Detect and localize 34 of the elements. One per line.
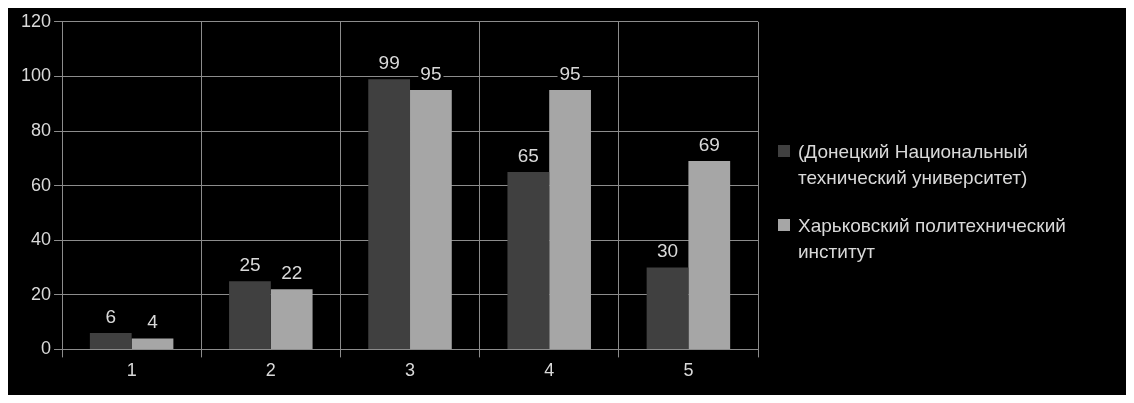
bar — [131, 338, 174, 349]
bar — [368, 79, 411, 349]
bar — [646, 267, 689, 349]
data-label: 95 — [559, 62, 581, 84]
y-tick-label: 100 — [20, 65, 52, 86]
bar — [410, 90, 452, 349]
data-label: 22 — [281, 262, 303, 284]
y-tick-label: 120 — [20, 10, 52, 31]
bar — [549, 90, 591, 349]
legend-label: (Донецкий Национальный технический университет) — [798, 139, 1029, 190]
y-tick-label: 60 — [31, 174, 52, 195]
data-label: 4 — [147, 311, 159, 333]
data-label: 25 — [239, 253, 261, 275]
data-label: 65 — [517, 144, 539, 166]
y-tick-label: 80 — [31, 119, 52, 140]
x-tick-label: 5 — [683, 360, 694, 381]
y-tick-label: 40 — [31, 229, 52, 250]
data-label: 69 — [698, 133, 720, 155]
bar — [270, 289, 313, 349]
bar — [89, 333, 132, 349]
y-tick-label: 0 — [41, 338, 52, 359]
x-tick-label: 4 — [544, 360, 555, 381]
data-label: 6 — [105, 305, 117, 327]
y-tick-label: 20 — [31, 283, 52, 304]
x-tick-label: 3 — [405, 360, 416, 381]
data-label: 95 — [420, 62, 442, 84]
bar — [688, 161, 731, 349]
data-label: 99 — [378, 51, 400, 73]
x-tick-label: 1 — [126, 360, 137, 381]
data-label: 30 — [656, 240, 679, 262]
x-tick-label: 2 — [265, 360, 276, 381]
legend-label: Харьковский политехнический институт — [798, 213, 1067, 264]
bar — [229, 281, 271, 349]
bar — [507, 171, 550, 349]
